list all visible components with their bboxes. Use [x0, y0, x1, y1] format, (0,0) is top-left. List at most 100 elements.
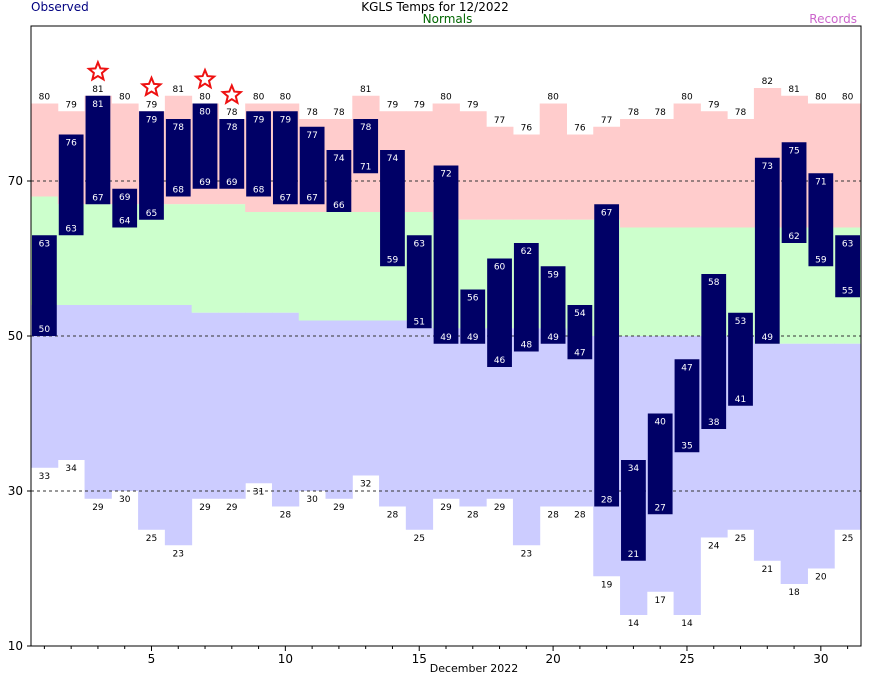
record-low-label: 31 — [253, 487, 264, 497]
observed-high-label: 69 — [119, 193, 131, 203]
observed-bars — [32, 95, 860, 561]
observed-low-label: 68 — [253, 186, 265, 196]
x-tick-label: 30 — [813, 652, 828, 666]
observed-low-label: 49 — [467, 333, 479, 343]
record-high-label: 76 — [521, 124, 533, 134]
observed-low-label: 65 — [146, 209, 157, 219]
normal-band — [271, 212, 300, 313]
x-tick-label: 25 — [679, 652, 694, 666]
observed-low-label: 47 — [574, 348, 585, 358]
record-low-label: 29 — [333, 503, 345, 513]
record-high-band — [834, 103, 862, 228]
record-low-band — [298, 320, 327, 491]
observed-low-label: 64 — [119, 217, 131, 227]
observed-bar — [192, 103, 218, 189]
record-low-label: 24 — [708, 542, 720, 552]
record-low-band — [566, 336, 594, 507]
axes: 10 30 50 70 5 10 15 20 25 30 December 2022 — [8, 25, 862, 675]
record-high-label: 76 — [574, 124, 586, 134]
record-low-band — [539, 328, 567, 507]
observed-low-label: 38 — [708, 418, 720, 428]
observed-low-label: 41 — [735, 395, 746, 405]
normal-band — [298, 212, 327, 321]
record-high-label: 80 — [253, 93, 265, 103]
observed-bar — [513, 243, 539, 352]
value-labels: 80 33 63 50 79 34 76 63 81 29 81 67 80 30 69 64 79 25 79 65… — [39, 77, 854, 629]
record-low-label: 25 — [842, 534, 853, 544]
observed-low-label: 49 — [440, 333, 452, 343]
y-tick-label: 50 — [8, 329, 23, 343]
record-high-label: 80 — [842, 93, 854, 103]
observed-high-label: 79 — [253, 115, 265, 125]
record-high-label: 81 — [173, 85, 184, 95]
x-tick-label: 10 — [278, 652, 293, 666]
observed-high-label: 78 — [173, 123, 185, 133]
observed-bar — [380, 150, 405, 267]
record-low-band — [111, 305, 139, 491]
record-low-band — [834, 343, 862, 530]
observed-high-label: 71 — [815, 177, 826, 187]
observed-low-label: 67 — [306, 193, 317, 203]
observed-high-label: 62 — [521, 247, 532, 257]
record-high-label: 80 — [440, 93, 452, 103]
record-low-band — [191, 312, 219, 499]
record-low-band — [780, 343, 808, 584]
observed-bar — [567, 305, 593, 360]
record-low-label: 23 — [521, 549, 532, 559]
y-tick-label: 30 — [8, 484, 23, 498]
record-low-band — [512, 328, 541, 546]
chart-title: KGLS Temps for 12/2022 — [361, 0, 509, 14]
record-low-band — [753, 343, 782, 561]
record-low-label: 28 — [467, 511, 479, 521]
record-low-label: 19 — [601, 580, 613, 590]
observed-bar — [219, 119, 245, 189]
record-stars — [86, 59, 244, 105]
observed-bar — [433, 165, 459, 344]
observed-low-label: 51 — [413, 317, 424, 327]
observed-high-label: 56 — [467, 294, 479, 304]
observed-high-label: 63 — [413, 239, 424, 249]
normal-band — [164, 204, 193, 305]
record-star-icon — [193, 67, 217, 90]
record-high-band — [31, 103, 59, 197]
observed-bar — [540, 266, 566, 344]
y-tick-label: 10 — [8, 639, 23, 653]
record-low-band — [459, 328, 487, 507]
record-low-label: 28 — [547, 511, 559, 521]
observed-bar — [487, 258, 512, 367]
record-high-label: 80 — [681, 93, 693, 103]
record-high-label: 78 — [735, 108, 747, 118]
observed-bar — [781, 142, 807, 243]
record-high-band — [459, 111, 487, 220]
record-high-label: 79 — [467, 100, 479, 110]
observed-high-label: 58 — [708, 278, 720, 288]
observed-bar — [808, 173, 834, 267]
record-high-label: 78 — [226, 108, 238, 118]
record-star-icon — [220, 82, 244, 105]
observed-high-label: 78 — [226, 123, 238, 133]
observed-high-label: 47 — [681, 363, 692, 373]
legend-records: Records — [809, 12, 857, 26]
record-high-label: 81 — [360, 85, 371, 95]
observed-bar — [674, 359, 700, 453]
observed-high-label: 40 — [654, 418, 666, 428]
record-low-band — [432, 328, 460, 499]
observed-high-label: 81 — [92, 100, 103, 110]
record-high-label: 79 — [413, 100, 425, 110]
normal-band — [352, 212, 380, 321]
observed-bar — [594, 204, 620, 507]
record-low-band — [138, 305, 166, 530]
record-low-label: 28 — [387, 511, 399, 521]
observed-high-label: 53 — [735, 317, 746, 327]
record-high-band — [405, 111, 434, 212]
record-high-band — [646, 119, 675, 228]
observed-low-label: 28 — [601, 496, 613, 506]
observed-bar — [754, 157, 780, 344]
observed-high-label: 73 — [762, 162, 773, 172]
record-high-label: 78 — [654, 108, 666, 118]
observed-high-label: 80 — [199, 108, 211, 118]
record-low-band — [271, 312, 300, 507]
observed-bar — [353, 119, 379, 174]
observed-bar — [246, 111, 271, 197]
record-high-label: 79 — [387, 100, 399, 110]
